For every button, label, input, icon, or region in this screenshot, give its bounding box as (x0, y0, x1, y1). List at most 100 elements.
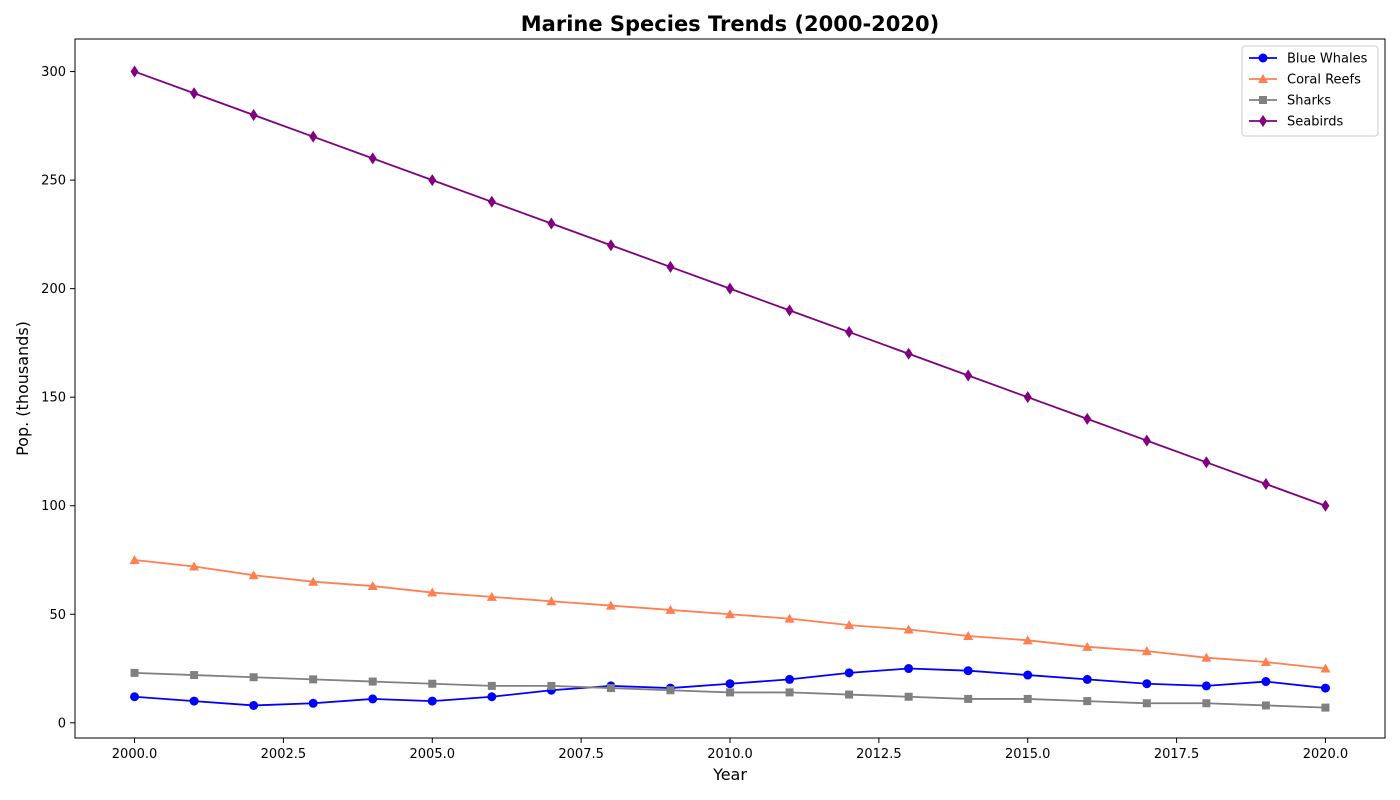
y-tick-label: 0 (58, 716, 66, 731)
data-point-seabirds (428, 174, 437, 187)
data-point-coral-reefs (1082, 641, 1093, 651)
data-point-sharks (1261, 701, 1270, 710)
data-point-blue-whales (725, 679, 735, 689)
data-point-sharks (666, 686, 675, 695)
data-point-seabirds (785, 304, 794, 317)
data-point-coral-reefs (367, 581, 378, 591)
series-coral-reefs (129, 554, 1331, 673)
data-point-blue-whales (1142, 679, 1152, 689)
data-point-seabirds (1202, 456, 1211, 469)
data-point-seabirds (368, 152, 377, 165)
data-point-blue-whales (1023, 670, 1033, 680)
data-point-sharks (190, 671, 199, 680)
data-point-coral-reefs (725, 609, 735, 619)
data-point-coral-reefs (427, 587, 438, 597)
legend-label: Coral Reefs (1287, 73, 1361, 88)
data-point-blue-whales (963, 666, 973, 676)
x-tick-label: 2007.5 (558, 747, 604, 762)
y-tick-label: 150 (41, 391, 66, 406)
y-axis: 0 50 100 150 200 250 300 (41, 65, 75, 731)
plot-frame (74, 38, 1386, 739)
data-point-sharks (726, 688, 734, 697)
data-point-coral-reefs (1201, 652, 1212, 662)
data-point-blue-whales (785, 674, 795, 684)
data-point-seabirds (904, 347, 913, 360)
x-tick-label: 2005.0 (410, 747, 456, 762)
legend-swatch-marker (1259, 115, 1267, 127)
y-tick-label: 200 (41, 282, 66, 297)
data-point-coral-reefs (248, 570, 259, 580)
data-point-coral-reefs (1260, 657, 1271, 667)
data-point-seabirds (964, 369, 973, 382)
data-point-coral-reefs (665, 604, 676, 614)
data-point-coral-reefs (605, 600, 616, 610)
data-point-coral-reefs (486, 591, 497, 601)
data-point-coral-reefs (546, 596, 557, 606)
data-point-coral-reefs (308, 576, 319, 586)
y-tick-label: 50 (49, 608, 66, 623)
data-point-seabirds (845, 326, 854, 339)
data-point-blue-whales (1082, 674, 1092, 684)
data-point-sharks (904, 692, 913, 701)
chart-title: Marine Species Trends (2000-2020) (521, 12, 939, 36)
data-point-seabirds (249, 108, 258, 121)
data-point-seabirds (487, 195, 496, 208)
series-sharks (130, 668, 1330, 712)
series-seabirds (130, 65, 1330, 512)
legend-swatch-marker (1259, 96, 1267, 104)
data-point-blue-whales (249, 700, 259, 710)
data-point-seabirds (1142, 434, 1151, 447)
data-point-seabirds (190, 87, 199, 100)
data-point-coral-reefs (963, 630, 974, 640)
x-tick-label: 2000.0 (112, 747, 158, 762)
legend-item-coral-reefs: Coral Reefs (1249, 73, 1361, 88)
data-point-sharks (368, 677, 377, 686)
legend-swatch-marker (1258, 74, 1268, 83)
series-blue-whales (130, 664, 1330, 710)
data-point-blue-whales (1261, 677, 1271, 687)
y-axis-label: Pop. (thousands) (13, 321, 32, 456)
y-tick-label: 100 (41, 499, 66, 514)
legend: Blue Whales Coral Reefs Sharks Seabirds (1241, 45, 1379, 137)
data-point-coral-reefs (903, 624, 914, 634)
data-point-sharks (249, 673, 258, 682)
data-point-seabirds (606, 239, 615, 252)
data-point-seabirds (1023, 391, 1032, 404)
y-tick-label: 250 (41, 174, 66, 189)
data-point-coral-reefs (189, 561, 200, 571)
data-point-blue-whales (189, 696, 199, 706)
data-point-sharks (428, 679, 437, 688)
data-point-sharks (785, 688, 794, 697)
data-point-blue-whales (427, 696, 437, 706)
x-tick-label: 2012.5 (856, 747, 902, 762)
data-point-coral-reefs (784, 613, 795, 623)
x-axis-label: Year (712, 765, 747, 784)
data-point-coral-reefs (1022, 635, 1033, 645)
data-point-seabirds (1261, 478, 1270, 491)
x-tick-label: 2020.0 (1303, 747, 1349, 762)
data-point-coral-reefs (1320, 663, 1331, 673)
data-point-blue-whales (130, 692, 140, 702)
data-point-sharks (130, 668, 139, 677)
data-point-sharks (845, 690, 854, 699)
data-point-coral-reefs (129, 554, 140, 564)
data-point-sharks (1321, 703, 1330, 712)
data-point-sharks (1202, 699, 1211, 708)
x-tick-label: 2002.5 (261, 747, 307, 762)
data-point-blue-whales (1201, 681, 1211, 691)
data-point-seabirds (309, 130, 318, 143)
data-point-blue-whales (487, 692, 497, 702)
data-point-blue-whales (904, 664, 914, 674)
data-point-seabirds (666, 260, 675, 273)
legend-swatch-marker (1258, 53, 1268, 63)
data-point-sharks (964, 694, 973, 703)
data-point-coral-reefs (1141, 646, 1152, 656)
data-point-sharks (309, 675, 318, 684)
legend-item-sharks: Sharks (1249, 94, 1331, 109)
data-point-blue-whales (308, 698, 318, 708)
data-point-sharks (1142, 699, 1151, 708)
x-tick-label: 2010.0 (707, 747, 753, 762)
legend-item-seabirds: Seabirds (1249, 115, 1343, 130)
